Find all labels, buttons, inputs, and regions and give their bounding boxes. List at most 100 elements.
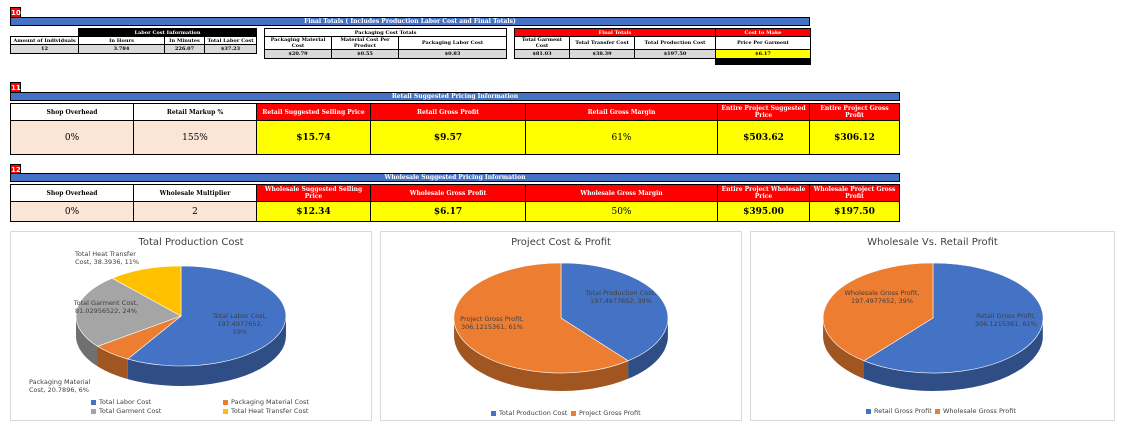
- col-total-labor-cost: Total Labor Cost: [204, 36, 257, 45]
- pie-chart-svg: [453, 262, 669, 391]
- data-label-gross-profit: Project Gross Profit, 306.1215361, 61%: [460, 315, 524, 331]
- col-in-minutes: In Minutes: [164, 36, 205, 45]
- pie-slice-total-production-cost[interactable]: [560, 262, 669, 362]
- pie-slice-project-gross-profit[interactable]: [453, 262, 629, 374]
- value-total-garment-cost: $81.03: [514, 49, 570, 59]
- value-packaging-labor-cost: $0.83: [398, 49, 507, 59]
- pie-chart-svg: [75, 265, 287, 386]
- cost-to-make-footer-bar: [715, 58, 811, 65]
- pie-side-project-gross-profit: [454, 320, 629, 391]
- pie-side-retail-gross-profit: [864, 320, 1043, 391]
- pie-side-packaging-material-cost: [97, 346, 128, 380]
- section-10-title-bar: Final Totals ( Includes Production Labor…: [10, 17, 810, 26]
- chart-legend: Total Labor Cost Packaging Material Cost…: [11, 398, 373, 418]
- data-label-production-cost: Total Production Cost, 197.4977652, 39%: [585, 289, 657, 305]
- legend-item-gross-profit: Project Gross Profit: [571, 409, 641, 417]
- wholesale-col-project-price: Entire Project Wholesale Price: [717, 184, 810, 202]
- retail-value-project-profit: $306.12: [809, 120, 900, 155]
- pie-slice-total-heat-transfer-cost[interactable]: [111, 265, 182, 317]
- value-in-hours: 3.784: [78, 44, 165, 54]
- chart-total-production-cost[interactable]: Total Production Cost Total Labor Cost, 1…: [10, 231, 372, 421]
- legend-swatch: [91, 408, 96, 414]
- value-amount-individuals[interactable]: 12: [10, 44, 79, 54]
- wholesale-value-project-price: $395.00: [717, 201, 810, 222]
- legend-swatch: [91, 399, 96, 405]
- pie-side-total-production-cost: [628, 319, 668, 379]
- pie-slice-wholesale-gross-profit[interactable]: [822, 262, 934, 362]
- pie-side-wholesale-gross-profit: [823, 319, 864, 379]
- packaging-cost-table: Packaging Cost Totals Packaging Material…: [264, 28, 507, 59]
- wholesale-col-multiplier: Wholesale Multiplier: [133, 184, 257, 202]
- pie-side-total-labor-cost: [127, 315, 286, 386]
- value-total-labor-cost: $37.23: [204, 44, 257, 54]
- legend-item-retail-profit: Retail Gross Profit: [866, 407, 932, 415]
- wholesale-col-gross-margin: Wholesale Gross Margin: [525, 184, 718, 202]
- final-totals-table: Final Totals Cost to Make Total Garment …: [514, 28, 811, 65]
- chart-legend: Retail Gross Profit Wholesale Gross Prof…: [751, 407, 1116, 417]
- col-packaging-material-cost: Packaging Material Cost: [264, 36, 332, 50]
- value-price-per-garment: $6.17: [715, 49, 811, 59]
- wholesale-value-selling-price: $12.34: [256, 201, 371, 222]
- retail-pricing-table: Shop Overhead Retail Markup % Retail Sug…: [10, 103, 900, 155]
- wholesale-value-project-profit: $197.50: [809, 201, 900, 222]
- retail-value-gross-margin: 61%: [525, 120, 718, 155]
- col-price-per-garment: Price Per Garment: [715, 36, 811, 50]
- retail-col-project-profit: Entire Project Gross Profit: [809, 103, 900, 121]
- legend-swatch: [223, 399, 228, 405]
- retail-value-gross-profit: $9.57: [370, 120, 526, 155]
- col-total-garment-cost: Total Garment Cost: [514, 36, 570, 50]
- section-11-title-bar: Retail Suggested Pricing Information: [10, 92, 900, 101]
- wholesale-value-gross-profit: $6.17: [370, 201, 526, 222]
- retail-value-shop-overhead[interactable]: 0%: [10, 120, 134, 155]
- chart-wholesale-vs-retail[interactable]: Wholesale Vs. Retail Profit Retail Gross…: [750, 231, 1115, 421]
- wholesale-col-selling-price: Wholesale Suggested Selling Price: [256, 184, 371, 202]
- col-in-hours: In Hours: [78, 36, 165, 45]
- legend-swatch: [571, 410, 576, 416]
- pie-side-total-garment-cost: [76, 316, 98, 367]
- section-12-title-bar: Wholesale Suggested Pricing Information: [10, 173, 900, 182]
- data-label-wholesale-profit: Wholesale Gross Profit, 197.4977652, 39%: [844, 289, 920, 305]
- data-label-heat-transfer-cost: Total Heat Transfer Cost, 38.3936, 11%: [75, 250, 140, 266]
- wholesale-value-shop-overhead[interactable]: 0%: [10, 201, 134, 222]
- retail-value-markup[interactable]: 155%: [133, 120, 257, 155]
- data-label-labor-cost: Total Labor Cost, 197.4977652, 59%: [212, 312, 268, 336]
- wholesale-col-shop-overhead: Shop Overhead: [10, 184, 134, 202]
- chart-title: Wholesale Vs. Retail Profit: [867, 237, 998, 248]
- pie-slice-retail-gross-profit[interactable]: [863, 262, 1044, 374]
- pie-slice-total-labor-cost[interactable]: [127, 265, 287, 367]
- pie-slice-total-garment-cost[interactable]: [75, 277, 182, 347]
- legend-item-packaging: Packaging Material Cost: [223, 398, 309, 406]
- labor-cost-spacer: [10, 28, 79, 37]
- legend-item-garment: Total Garment Cost: [91, 407, 161, 415]
- cost-to-make-header: Cost to Make: [715, 28, 811, 37]
- labor-cost-header: Labor Cost Information: [78, 28, 257, 37]
- final-totals-header: Final Totals: [514, 28, 716, 37]
- value-packaging-material-cost: $20.79: [264, 49, 332, 59]
- retail-col-markup: Retail Markup %: [133, 103, 257, 121]
- legend-swatch: [491, 410, 496, 416]
- col-packaging-labor-cost: Packaging Labor Cost: [398, 36, 507, 50]
- legend-swatch: [935, 408, 940, 414]
- value-in-minutes: 226.07: [164, 44, 205, 54]
- retail-value-selling-price: $15.74: [256, 120, 371, 155]
- packaging-cost-header: Packaging Cost Totals: [264, 28, 507, 37]
- wholesale-value-multiplier[interactable]: 2: [133, 201, 257, 222]
- data-label-packaging-cost: Packaging Material Cost, 20.7896, 6%: [29, 378, 91, 394]
- retail-col-selling-price: Retail Suggested Selling Price: [256, 103, 371, 121]
- retail-col-gross-profit: Retail Gross Profit: [370, 103, 526, 121]
- legend-swatch: [866, 408, 871, 414]
- wholesale-pricing-table: Shop Overhead Wholesale Multiplier Whole…: [10, 184, 900, 222]
- final-totals-spacer: [514, 58, 716, 65]
- wholesale-col-gross-profit: Wholesale Gross Profit: [370, 184, 526, 202]
- retail-col-shop-overhead: Shop Overhead: [10, 103, 134, 121]
- value-material-cost-per-product: $0.55: [331, 49, 399, 59]
- legend-item-heat-transfer: Total Heat Transfer Cost: [223, 407, 308, 415]
- chart-project-cost-profit[interactable]: Project Cost & Profit Total Production C…: [380, 231, 742, 421]
- pie-chart-svg: [822, 262, 1044, 391]
- col-amount-individuals: Amount of Individuals: [10, 36, 79, 45]
- chart-title: Project Cost & Profit: [511, 237, 611, 248]
- labor-cost-table: Labor Cost Information Amount of Individ…: [10, 28, 257, 54]
- chart-legend: Total Production Cost Project Gross Prof…: [381, 409, 743, 419]
- data-label-retail-profit: Retail Gross Profit, 306.1215361, 61%: [974, 312, 1037, 328]
- col-material-cost-per-product: Material Cost Per Product: [331, 36, 399, 50]
